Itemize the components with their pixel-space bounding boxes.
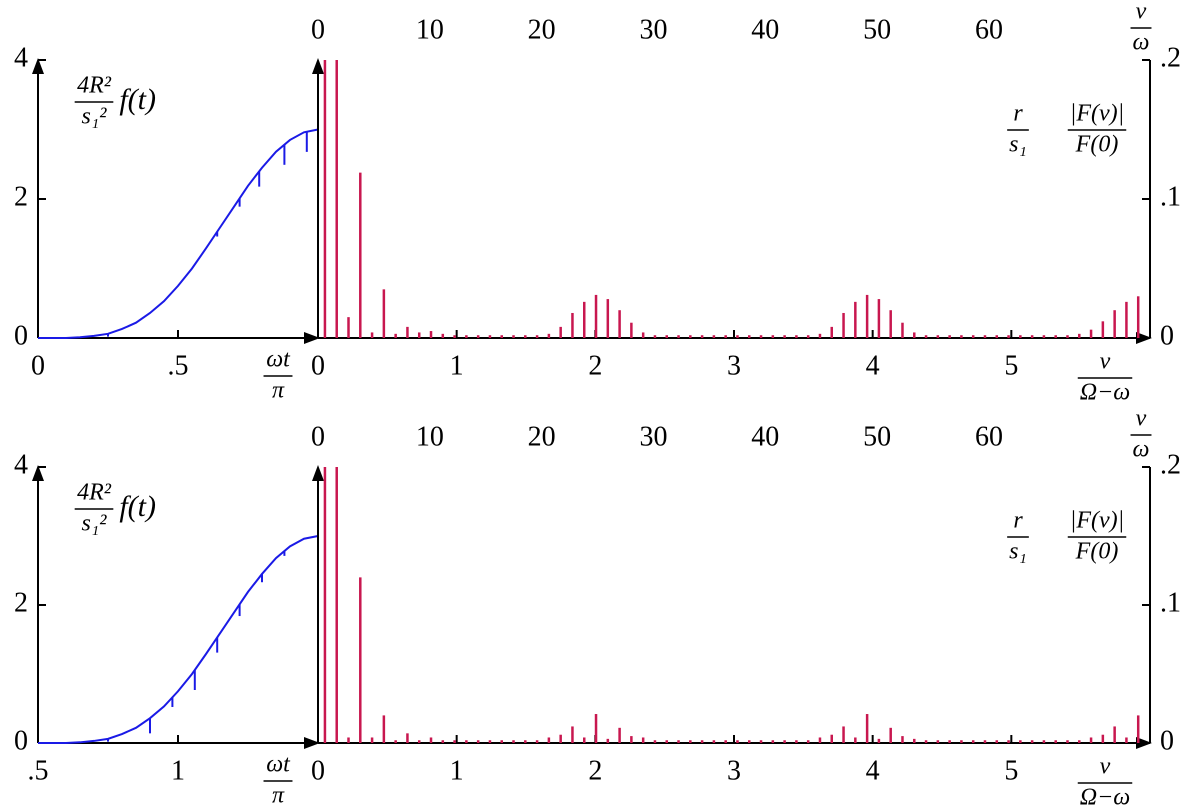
- x-tick-label: 0: [311, 350, 325, 381]
- fraction-denominator: Ω−ω: [1080, 380, 1131, 406]
- fraction-denominator: π: [272, 783, 285, 807]
- fraction-numerator: ν: [1100, 349, 1111, 375]
- fraction-denominator: ω: [1133, 437, 1150, 463]
- y-tick-label: 4: [14, 42, 28, 73]
- x-tick-label: 4: [866, 755, 880, 786]
- x-tick-label: 0: [311, 755, 325, 786]
- x-tick-label: 1: [450, 755, 464, 786]
- x2-tick-label: 30: [639, 14, 667, 45]
- y-tick-label: 0: [14, 725, 28, 756]
- fraction-numerator: 4R²: [77, 480, 112, 506]
- x2-tick-label: 50: [863, 14, 891, 45]
- x-tick-label: .5: [168, 350, 189, 381]
- x2-tick-label: 60: [975, 14, 1003, 45]
- fraction-denominator: F(0): [1075, 539, 1119, 565]
- axis-arrow: [312, 465, 324, 481]
- y-tick-label: 0: [1160, 320, 1174, 351]
- x2-tick-label: 20: [528, 14, 556, 45]
- fraction-numerator: |F(ν)|: [1070, 101, 1125, 127]
- y-label-text: f(t): [119, 490, 156, 523]
- x2-tick-label: 0: [311, 14, 325, 45]
- x2-tick-label: 50: [863, 421, 891, 452]
- x-tick-label: 3: [727, 350, 741, 381]
- y-tick-label: .2: [1160, 42, 1181, 73]
- x-tick-label: 2: [588, 755, 602, 786]
- x2-tick-label: 0: [311, 421, 325, 452]
- fraction-numerator: ωt: [266, 347, 291, 373]
- x2-tick-label: 40: [751, 14, 779, 45]
- y-tick-label: .2: [1160, 449, 1181, 480]
- curve: [38, 535, 319, 744]
- x2-tick-label: 40: [751, 421, 779, 452]
- x-tick-label: 5: [1004, 755, 1018, 786]
- fraction-denominator: s₁²: [82, 511, 108, 537]
- axis-arrow: [312, 58, 324, 74]
- fraction-numerator: 4R²: [77, 73, 112, 99]
- fraction-numerator: r: [1013, 508, 1023, 534]
- y-tick-label: 0: [1160, 725, 1174, 756]
- axis-arrow: [304, 332, 320, 344]
- x2-tick-label: 30: [639, 421, 667, 452]
- axis-arrow: [304, 737, 320, 749]
- x2-tick-label: 20: [528, 421, 556, 452]
- fraction-denominator: F(0): [1075, 132, 1119, 158]
- fraction-numerator: ωt: [266, 752, 291, 778]
- axis-arrow: [32, 58, 44, 74]
- y-label-text: f(t): [119, 83, 156, 116]
- fraction-denominator: s₁²: [82, 104, 108, 130]
- x-tick-label: 2: [588, 350, 602, 381]
- x2-tick-label: 10: [416, 421, 444, 452]
- curve: [38, 128, 319, 339]
- fraction-denominator: Ω−ω: [1080, 785, 1131, 807]
- y-tick-label: 2: [14, 587, 28, 618]
- x-tick-label: 1: [171, 755, 185, 786]
- x-tick-label: 1: [450, 350, 464, 381]
- x2-tick-label: 60: [975, 421, 1003, 452]
- y-tick-label: 4: [14, 449, 28, 480]
- fraction-numerator: |F(ν)|: [1070, 508, 1125, 534]
- y-tick-label: 0: [14, 320, 28, 351]
- x-tick-label: 5: [1004, 350, 1018, 381]
- y-tick-label: 2: [14, 181, 28, 212]
- x-tick-label: 3: [727, 755, 741, 786]
- y-tick-label: .1: [1160, 181, 1181, 212]
- y-tick-label: .1: [1160, 587, 1181, 618]
- x-tick-label: .5: [28, 755, 49, 786]
- fraction-numerator: ν: [1100, 754, 1111, 780]
- fraction-numerator: ν: [1136, 0, 1147, 25]
- fraction-denominator: s₁: [1009, 132, 1027, 158]
- fraction-denominator: π: [272, 378, 285, 404]
- axis-arrow: [32, 465, 44, 481]
- fraction-denominator: ω: [1133, 30, 1150, 56]
- x-tick-label: 0: [31, 350, 45, 381]
- fraction-numerator: r: [1013, 101, 1023, 127]
- fraction-numerator: ν: [1136, 406, 1147, 432]
- fraction-denominator: s₁: [1009, 539, 1027, 565]
- x-tick-label: 4: [866, 350, 880, 381]
- x2-tick-label: 10: [416, 14, 444, 45]
